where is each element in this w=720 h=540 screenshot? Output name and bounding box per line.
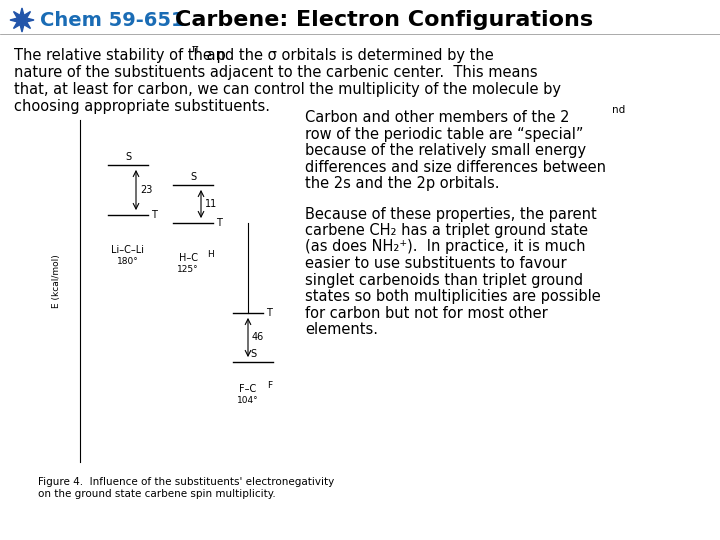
Text: T: T [216,218,222,228]
Text: 104°: 104° [237,396,258,405]
Text: T: T [151,210,157,220]
Text: row of the periodic table are “special”: row of the periodic table are “special” [305,126,583,141]
Text: 180°: 180° [117,257,139,266]
Text: 46: 46 [252,333,264,342]
Text: carbene CH₂ has a triplet ground state: carbene CH₂ has a triplet ground state [305,223,588,238]
Text: F: F [267,381,272,390]
Text: Carbene: Electron Configurations: Carbene: Electron Configurations [175,10,593,30]
Text: 125°: 125° [177,265,199,274]
Text: E (kcal/mol): E (kcal/mol) [52,254,61,308]
Text: (as does NH₂⁺).  In practice, it is much: (as does NH₂⁺). In practice, it is much [305,240,585,254]
Text: π: π [192,44,199,54]
Text: Because of these properties, the parent: Because of these properties, the parent [305,206,597,221]
Text: S: S [190,172,196,182]
Text: for carbon but not for most other: for carbon but not for most other [305,306,548,321]
Text: nature of the substituents adjacent to the carbenic center.  This means: nature of the substituents adjacent to t… [14,65,538,80]
Text: singlet carbenoids than triplet ground: singlet carbenoids than triplet ground [305,273,583,287]
Text: T: T [266,308,272,318]
Text: that, at least for carbon, we can control the multiplicity of the molecule by: that, at least for carbon, we can contro… [14,82,561,97]
Text: H: H [207,250,214,259]
Text: S: S [125,152,131,162]
Text: elements.: elements. [305,322,378,337]
Text: Figure 4.  Influence of the substituents' electronegativity
on the ground state : Figure 4. Influence of the substituents'… [38,477,334,498]
Text: 11: 11 [205,199,217,209]
Text: F–C: F–C [239,384,256,394]
Text: The relative stability of the p: The relative stability of the p [14,48,226,63]
Text: and the σ orbitals is determined by the: and the σ orbitals is determined by the [202,48,494,63]
Text: Carbon and other members of the 2: Carbon and other members of the 2 [305,110,570,125]
Text: easier to use substituents to favour: easier to use substituents to favour [305,256,567,271]
Text: Chem 59-651: Chem 59-651 [40,10,184,30]
Polygon shape [10,8,34,32]
Text: Li–C–Li: Li–C–Li [112,245,145,255]
Text: nd: nd [612,105,625,115]
Text: differences and size differences between: differences and size differences between [305,159,606,174]
Text: choosing appropriate substituents.: choosing appropriate substituents. [14,99,270,114]
Text: the 2s and the 2p orbitals.: the 2s and the 2p orbitals. [305,176,500,191]
Text: states so both multiplicities are possible: states so both multiplicities are possib… [305,289,600,304]
Text: 23: 23 [140,185,153,195]
Text: H–C: H–C [179,253,197,263]
Text: because of the relatively small energy: because of the relatively small energy [305,143,586,158]
Text: S: S [250,349,256,359]
